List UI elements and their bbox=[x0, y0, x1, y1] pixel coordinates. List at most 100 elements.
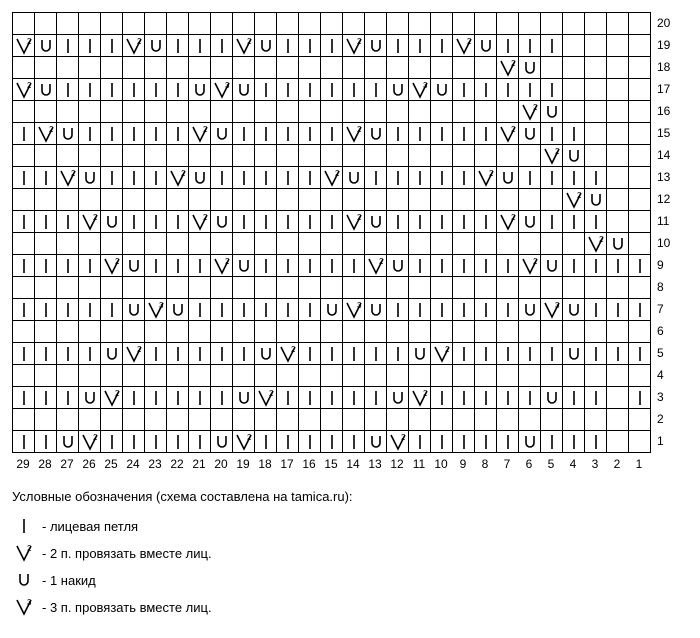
grid-cell bbox=[475, 233, 497, 255]
grid-cell bbox=[365, 189, 387, 211]
grid-cell bbox=[431, 431, 453, 453]
grid-cell bbox=[189, 167, 211, 189]
grid-cell bbox=[607, 167, 629, 189]
col-label: 14 bbox=[342, 457, 364, 471]
svg-text:2: 2 bbox=[599, 235, 604, 244]
col-label: 2 bbox=[606, 457, 628, 471]
svg-text:2: 2 bbox=[423, 389, 428, 398]
grid-row bbox=[13, 277, 651, 299]
grid-cell bbox=[79, 299, 101, 321]
grid-cell bbox=[211, 35, 233, 57]
grid-cell bbox=[101, 365, 123, 387]
grid-cell bbox=[123, 277, 145, 299]
grid-cell bbox=[541, 277, 563, 299]
grid-cell bbox=[35, 255, 57, 277]
grid-cell bbox=[453, 101, 475, 123]
grid-cell bbox=[519, 277, 541, 299]
grid-cell bbox=[629, 101, 651, 123]
grid-cell bbox=[365, 299, 387, 321]
grid-cell bbox=[387, 409, 409, 431]
grid-cell bbox=[13, 167, 35, 189]
grid-cell: 2 bbox=[189, 211, 211, 233]
grid-cell bbox=[35, 321, 57, 343]
grid-cell bbox=[123, 409, 145, 431]
row-label: 4 bbox=[657, 364, 670, 386]
grid-cell bbox=[519, 321, 541, 343]
grid-cell bbox=[475, 343, 497, 365]
grid-cell bbox=[497, 255, 519, 277]
col-label: 9 bbox=[452, 457, 474, 471]
grid-cell bbox=[299, 299, 321, 321]
grid-row bbox=[13, 409, 651, 431]
grid-cell bbox=[475, 409, 497, 431]
grid-cell bbox=[13, 387, 35, 409]
grid-cell bbox=[79, 255, 101, 277]
grid-cell bbox=[409, 101, 431, 123]
grid-cell bbox=[57, 35, 79, 57]
svg-text:2: 2 bbox=[379, 257, 384, 266]
grid-cell bbox=[563, 321, 585, 343]
grid-cell: 2 bbox=[233, 35, 255, 57]
grid-cell bbox=[321, 13, 343, 35]
grid-cell bbox=[189, 387, 211, 409]
grid-cell bbox=[101, 79, 123, 101]
grid-cell bbox=[387, 101, 409, 123]
grid-row: 2 bbox=[13, 145, 651, 167]
grid-cell bbox=[321, 321, 343, 343]
grid-cell bbox=[431, 321, 453, 343]
grid-cell bbox=[541, 79, 563, 101]
grid-cell: 2 bbox=[277, 343, 299, 365]
grid-cell bbox=[541, 211, 563, 233]
col-label: 13 bbox=[364, 457, 386, 471]
grid-cell bbox=[255, 321, 277, 343]
svg-text:2: 2 bbox=[49, 125, 54, 134]
grid-cell bbox=[189, 409, 211, 431]
grid-cell bbox=[57, 409, 79, 431]
grid-cell bbox=[145, 123, 167, 145]
grid-cell: 3 bbox=[145, 299, 167, 321]
grid-cell bbox=[277, 255, 299, 277]
grid-row bbox=[13, 13, 651, 35]
grid-cell bbox=[101, 35, 123, 57]
grid-cell bbox=[211, 343, 233, 365]
legend-row: - лицевая петля bbox=[12, 518, 688, 534]
grid-cell bbox=[475, 277, 497, 299]
grid-cell bbox=[277, 365, 299, 387]
grid-cell: 2 bbox=[13, 35, 35, 57]
grid-cell bbox=[255, 35, 277, 57]
grid-cell bbox=[321, 255, 343, 277]
grid-cell bbox=[475, 211, 497, 233]
grid-cell bbox=[629, 431, 651, 453]
grid-cell bbox=[167, 409, 189, 431]
grid-cell bbox=[431, 255, 453, 277]
col-label: 18 bbox=[254, 457, 276, 471]
svg-text:3: 3 bbox=[357, 301, 362, 310]
grid-cell bbox=[475, 431, 497, 453]
grid-cell bbox=[277, 277, 299, 299]
grid-cell bbox=[607, 57, 629, 79]
grid-cell bbox=[475, 387, 497, 409]
grid-cell bbox=[123, 101, 145, 123]
grid-cell bbox=[233, 255, 255, 277]
grid-cell bbox=[123, 13, 145, 35]
grid-cell: 2 bbox=[123, 343, 145, 365]
grid-cell bbox=[563, 431, 585, 453]
grid-cell bbox=[629, 123, 651, 145]
grid-cell bbox=[585, 365, 607, 387]
grid-cell bbox=[387, 233, 409, 255]
grid-cell bbox=[629, 167, 651, 189]
col-label: 21 bbox=[188, 457, 210, 471]
grid-cell bbox=[123, 79, 145, 101]
row-label: 20 bbox=[657, 12, 670, 34]
grid-cell bbox=[365, 79, 387, 101]
grid-cell bbox=[123, 431, 145, 453]
svg-text:2: 2 bbox=[445, 345, 450, 354]
grid-cell bbox=[57, 79, 79, 101]
grid-cell bbox=[409, 13, 431, 35]
grid-cell bbox=[365, 101, 387, 123]
grid-cell bbox=[519, 233, 541, 255]
grid-cell bbox=[431, 79, 453, 101]
grid-cell bbox=[167, 189, 189, 211]
legend-symbol: 2 bbox=[12, 544, 36, 562]
legend-row: 3- 3 п. провязать вместе лиц. bbox=[12, 598, 688, 616]
